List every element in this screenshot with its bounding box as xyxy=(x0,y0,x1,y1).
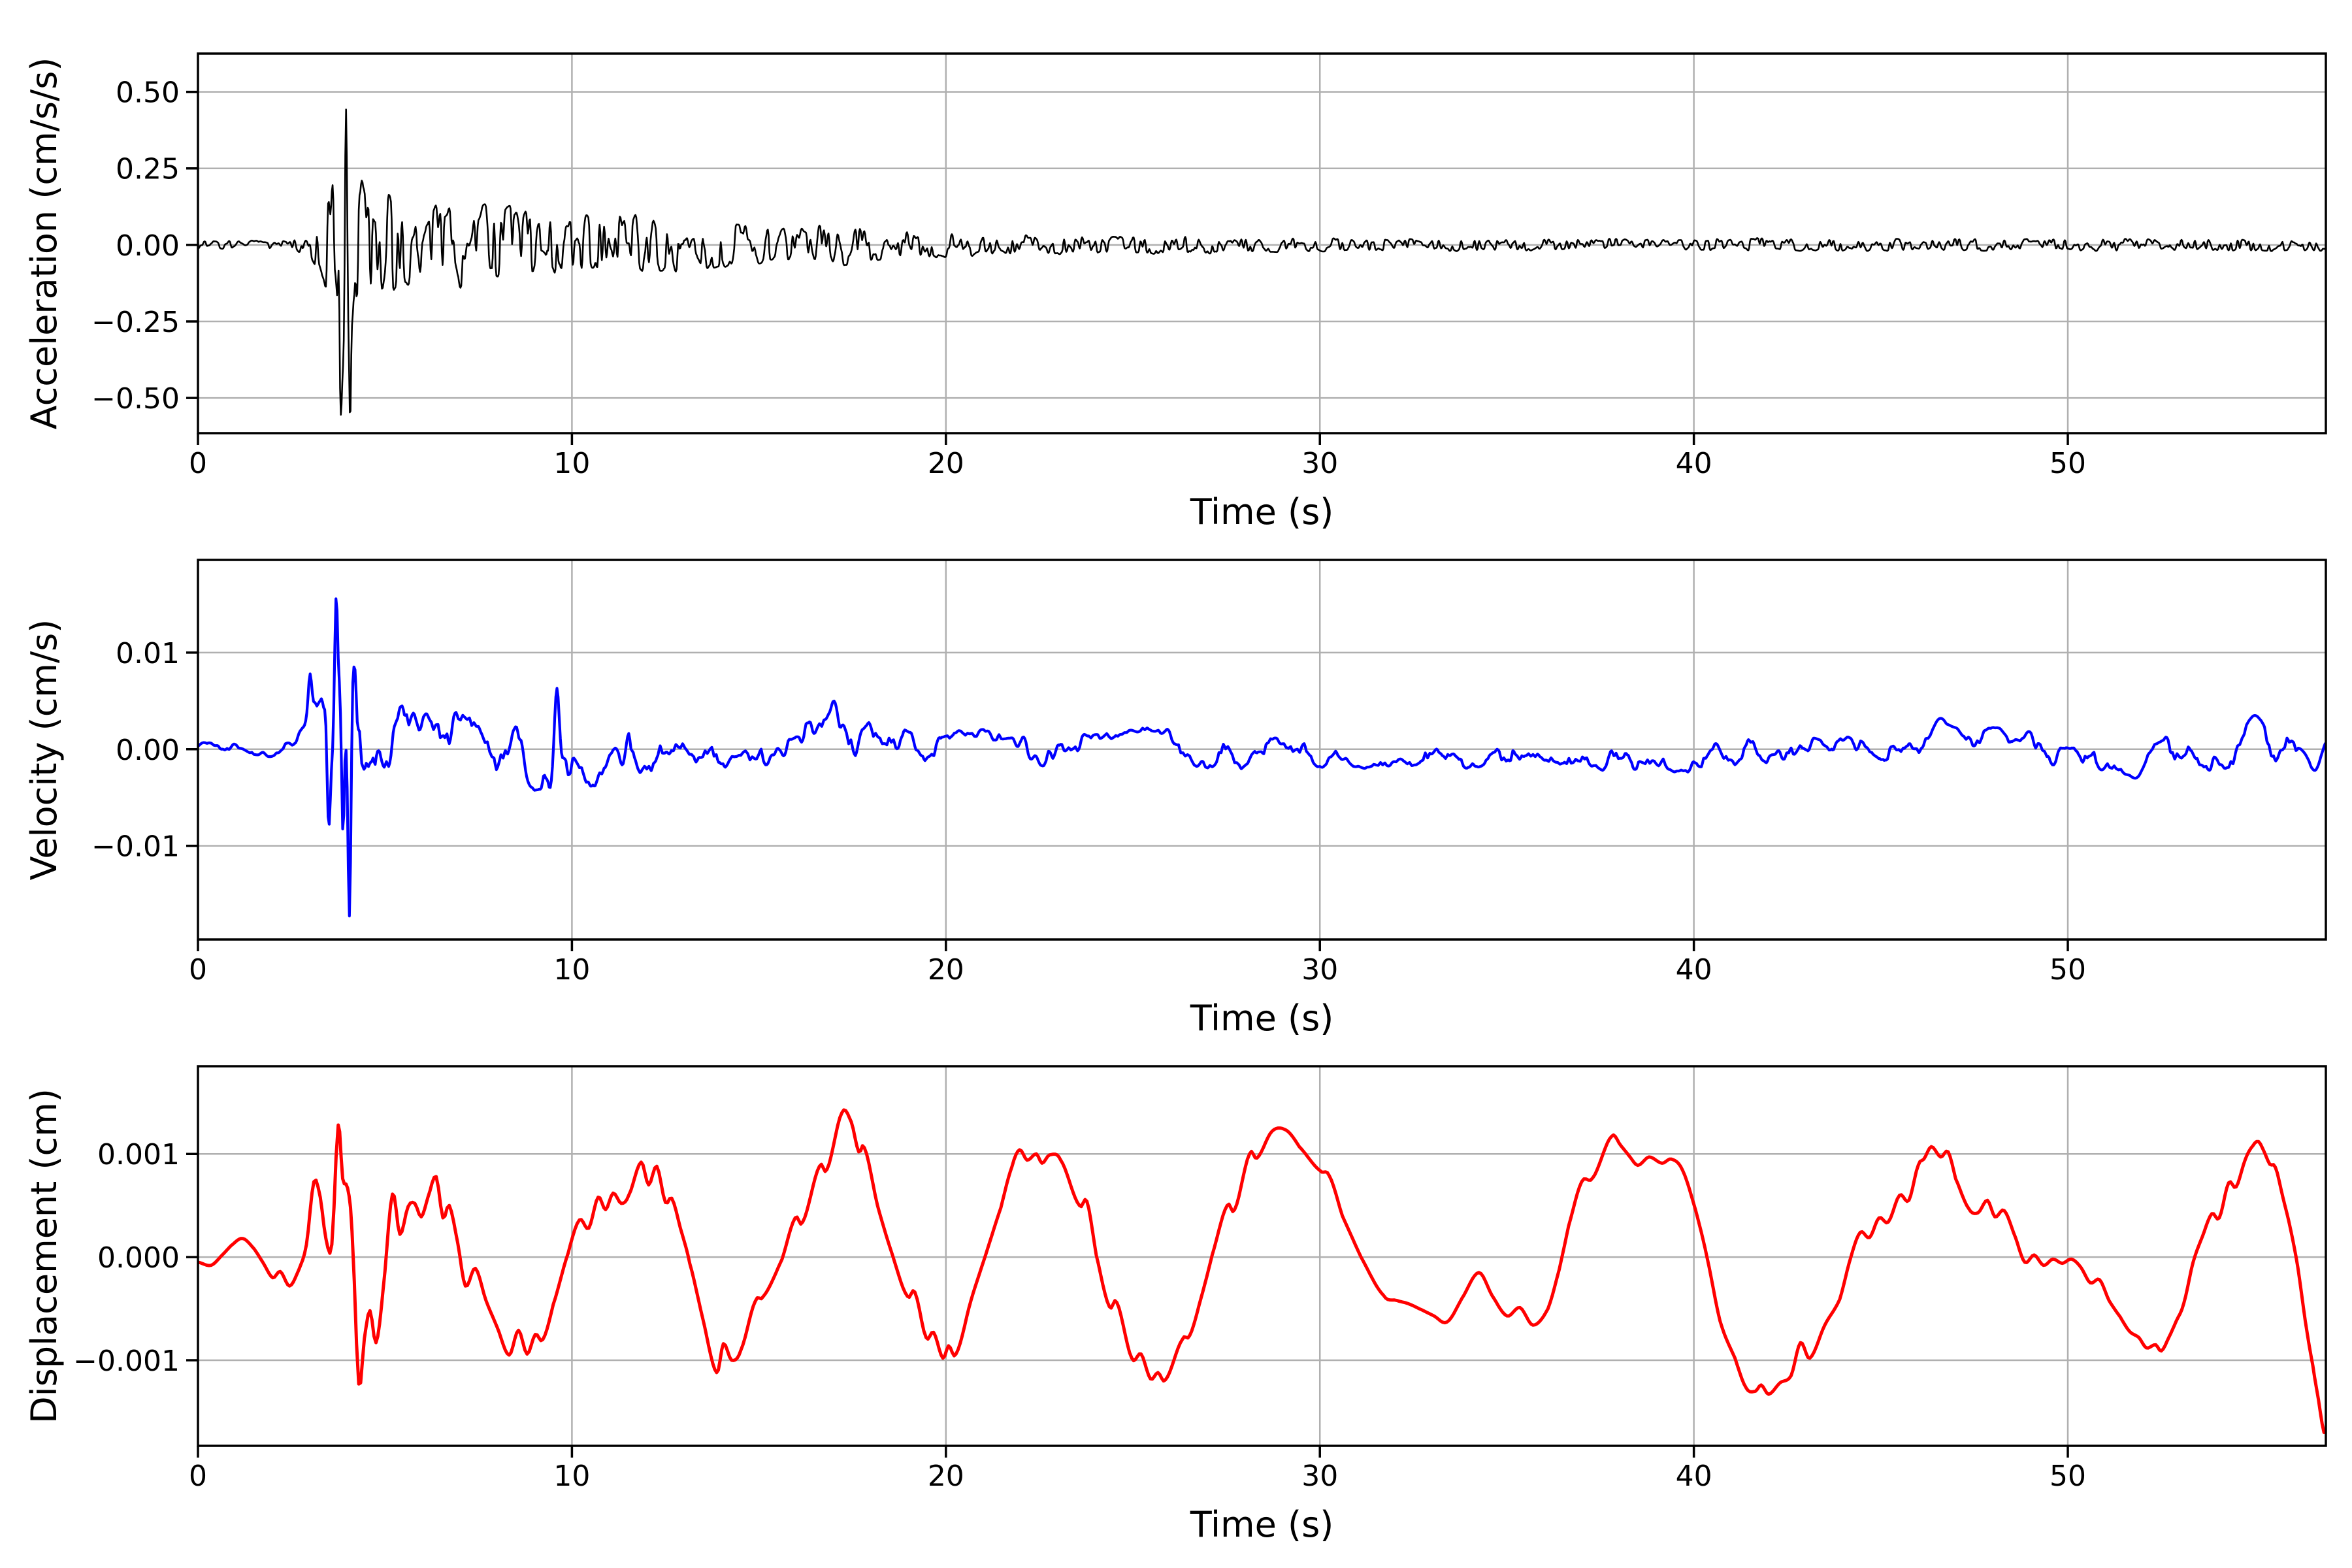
x-tick-label: 10 xyxy=(553,953,590,987)
x-tick-label: 20 xyxy=(928,953,964,987)
displacement-trace xyxy=(198,1108,2326,1434)
y-tick-label: 0.50 xyxy=(116,76,180,110)
y-tick-label: 0.25 xyxy=(116,153,180,186)
y-axis-title: Velocity (cm/s) xyxy=(24,619,65,881)
x-tick-label: 10 xyxy=(553,447,590,480)
y-tick-label: 0.00 xyxy=(116,734,180,767)
x-tick-label: 10 xyxy=(553,1460,590,1493)
x-tick-label: 50 xyxy=(2050,447,2086,480)
y-tick-label: 0.000 xyxy=(97,1241,180,1275)
y-tick-label: −0.01 xyxy=(91,830,180,864)
y-tick-label: −0.25 xyxy=(91,306,180,339)
x-tick-label: 50 xyxy=(2050,1460,2086,1493)
x-tick-label: 50 xyxy=(2050,953,2086,987)
x-axis: 0 10 20 30 40 50 xyxy=(189,433,2086,480)
x-axis: 0 10 20 30 40 50 xyxy=(189,1446,2086,1493)
y-axis: 0.001 0.000 −0.001 xyxy=(73,1138,198,1378)
x-axis-title: Time (s) xyxy=(1190,1504,1334,1545)
y-tick-label: 0.001 xyxy=(97,1138,180,1171)
y-axis-title: Displacement (cm) xyxy=(24,1088,65,1424)
y-axis: 0.01 0.00 −0.01 xyxy=(91,637,198,864)
x-tick-label: 40 xyxy=(1676,1460,1712,1493)
plot-area xyxy=(198,1066,2326,1446)
y-axis-title: Acceleration (cm/s/s) xyxy=(24,57,65,430)
x-tick-label: 40 xyxy=(1676,953,1712,987)
x-tick-label: 30 xyxy=(1301,447,1338,480)
x-tick-label: 20 xyxy=(928,1460,964,1493)
axes-spines xyxy=(197,52,2327,434)
x-tick-label: 0 xyxy=(189,1460,207,1493)
x-tick-label: 30 xyxy=(1301,1460,1338,1493)
acceleration-subplot: 0 10 20 30 40 50 0.50 0.25 0.00 −0.25 −0.50 Time (s… xyxy=(24,52,2327,532)
x-axis-title: Time (s) xyxy=(1190,998,1334,1039)
y-tick-label: −0.50 xyxy=(91,382,180,416)
x-axis-title: Time (s) xyxy=(1190,491,1334,532)
velocity-subplot: 0 10 20 30 40 50 0.01 0.00 −0.01 Time (s) Velocity… xyxy=(24,559,2327,1039)
y-tick-label: 0.00 xyxy=(116,229,180,263)
y-tick-label: −0.001 xyxy=(73,1345,180,1378)
x-axis: 0 10 20 30 40 50 xyxy=(189,939,2086,987)
displacement-subplot: 0 10 20 30 40 50 0.001 0.000 −0.001 Time (s) Displ… xyxy=(24,1065,2327,1545)
y-axis: 0.50 0.25 0.00 −0.25 −0.50 xyxy=(91,76,198,416)
y-tick-label: 0.01 xyxy=(116,637,180,670)
x-tick-label: 20 xyxy=(928,447,964,480)
acceleration-trace xyxy=(198,108,2326,416)
grid xyxy=(197,54,2326,433)
x-tick-label: 0 xyxy=(189,953,207,987)
x-tick-label: 40 xyxy=(1676,447,1712,480)
x-tick-label: 30 xyxy=(1301,953,1338,987)
x-tick-label: 0 xyxy=(189,447,207,480)
velocity-trace xyxy=(198,597,2326,918)
